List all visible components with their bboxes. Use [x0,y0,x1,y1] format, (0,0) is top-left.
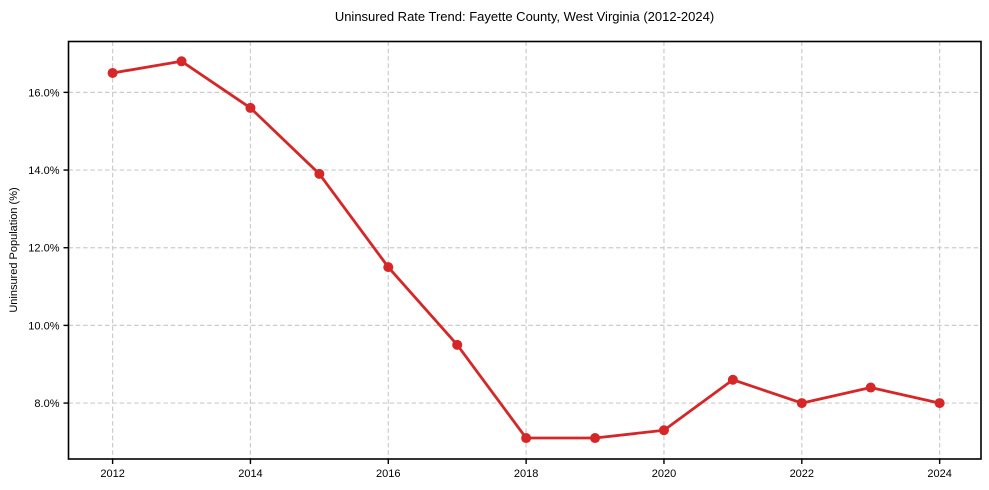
y-tick-label: 14.0% [28,165,59,177]
data-point-2012 [107,67,118,78]
data-point-2018 [521,433,532,444]
data-point-2023 [865,382,876,393]
data-point-2015 [314,168,325,179]
data-point-2017 [452,339,463,350]
x-tick-label: 2022 [790,468,814,480]
x-tick-label: 2018 [514,468,538,480]
data-point-2019 [590,433,601,444]
data-point-2014 [245,102,256,113]
data-point-2016 [383,262,394,273]
x-tick-label: 2014 [238,468,262,480]
data-point-2013 [176,56,187,67]
y-tick-label: 16.0% [28,87,59,99]
y-tick-label: 8.0% [34,398,59,410]
plot-border [67,40,982,460]
y-tick-label: 10.0% [28,320,59,332]
data-point-2021 [727,374,738,385]
data-point-2022 [796,398,807,409]
data-point-2024 [934,398,945,409]
x-tick-label: 2012 [100,468,124,480]
x-tick-label: 2020 [652,468,676,480]
data-point-2020 [658,425,669,436]
x-tick-label: 2016 [376,468,400,480]
chart-title: Uninsured Rate Trend: Fayette County, We… [334,9,715,24]
x-tick-label: 2024 [927,468,951,480]
y-tick-label: 12.0% [28,243,59,255]
